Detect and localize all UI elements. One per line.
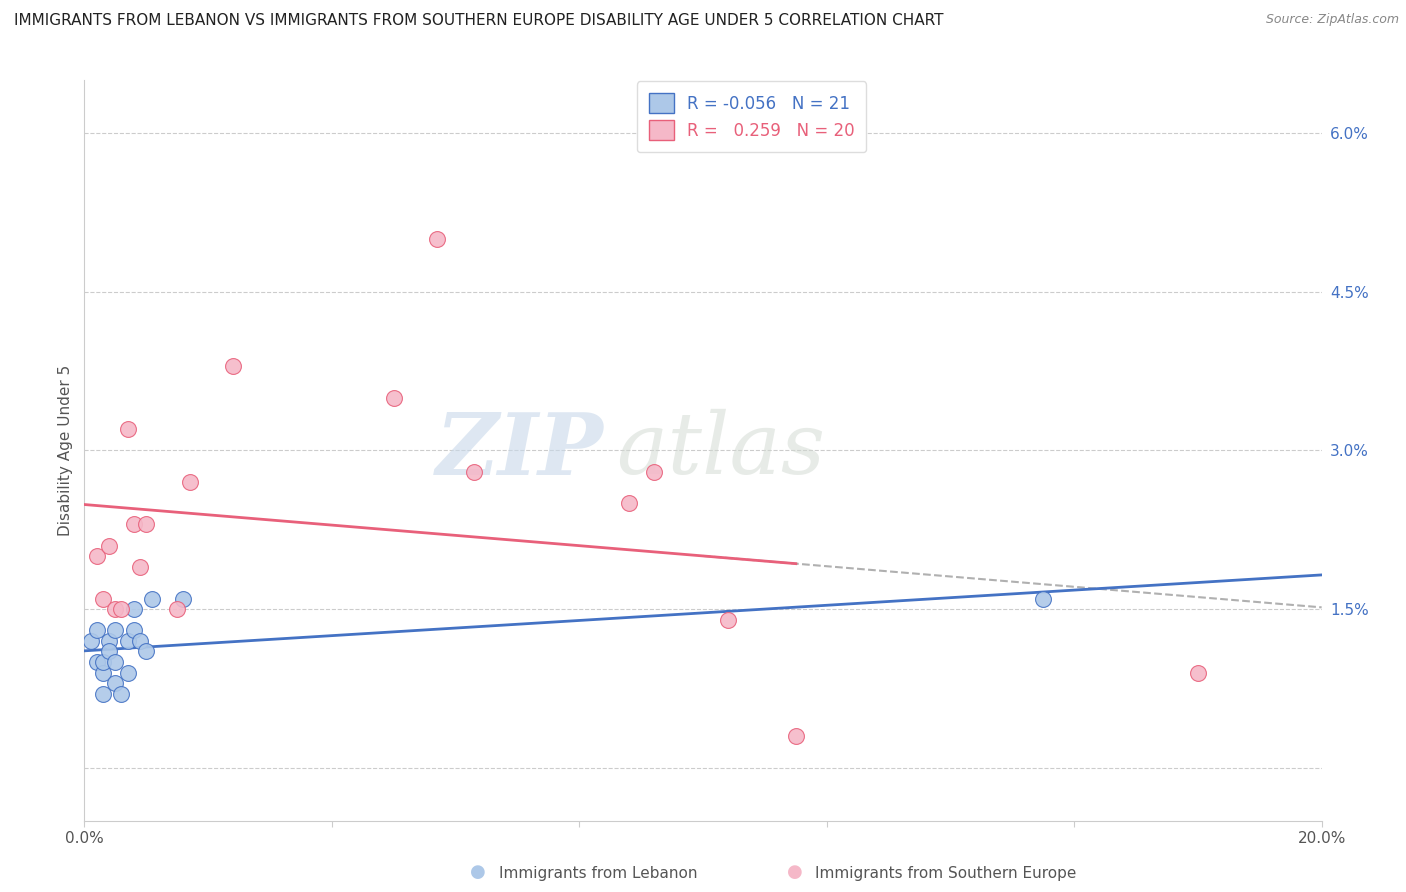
- Point: [91, 665, 114, 680]
- Point: [91, 655, 114, 669]
- Point: [110, 687, 132, 701]
- Point: [129, 559, 152, 574]
- Point: [104, 602, 127, 616]
- Point: [617, 496, 640, 510]
- Text: Immigrants from Southern Europe: Immigrants from Southern Europe: [815, 866, 1077, 881]
- Point: [86, 624, 108, 638]
- Point: [117, 633, 139, 648]
- Point: [141, 591, 163, 606]
- Point: [110, 602, 132, 616]
- Text: ●: ●: [470, 863, 486, 881]
- Point: [135, 517, 157, 532]
- Legend: R = -0.056   N = 21, R =   0.259   N = 20: R = -0.056 N = 21, R = 0.259 N = 20: [637, 81, 866, 152]
- Point: [129, 633, 152, 648]
- Point: [122, 602, 145, 616]
- Point: [785, 729, 807, 743]
- Point: [91, 591, 114, 606]
- Point: [463, 465, 485, 479]
- Text: Immigrants from Lebanon: Immigrants from Lebanon: [499, 866, 697, 881]
- Point: [104, 655, 127, 669]
- Point: [104, 676, 127, 690]
- Text: ZIP: ZIP: [436, 409, 605, 492]
- Point: [179, 475, 201, 490]
- Point: [135, 644, 157, 658]
- Point: [222, 359, 245, 373]
- Point: [86, 549, 108, 564]
- Point: [643, 465, 665, 479]
- Point: [104, 624, 127, 638]
- Point: [166, 602, 188, 616]
- Point: [86, 655, 108, 669]
- Text: IMMIGRANTS FROM LEBANON VS IMMIGRANTS FROM SOUTHERN EUROPE DISABILITY AGE UNDER : IMMIGRANTS FROM LEBANON VS IMMIGRANTS FR…: [14, 13, 943, 29]
- Point: [117, 422, 139, 436]
- Point: [91, 687, 114, 701]
- Point: [79, 633, 101, 648]
- Point: [122, 517, 145, 532]
- Text: ●: ●: [786, 863, 803, 881]
- Point: [98, 644, 121, 658]
- Point: [426, 232, 449, 246]
- Point: [717, 613, 740, 627]
- Point: [1187, 665, 1209, 680]
- Point: [122, 624, 145, 638]
- Point: [172, 591, 194, 606]
- Point: [117, 665, 139, 680]
- Point: [1032, 591, 1054, 606]
- Point: [98, 633, 121, 648]
- Text: Source: ZipAtlas.com: Source: ZipAtlas.com: [1265, 13, 1399, 27]
- Point: [98, 539, 121, 553]
- Y-axis label: Disability Age Under 5: Disability Age Under 5: [58, 365, 73, 536]
- Point: [382, 391, 405, 405]
- Text: atlas: atlas: [616, 409, 825, 491]
